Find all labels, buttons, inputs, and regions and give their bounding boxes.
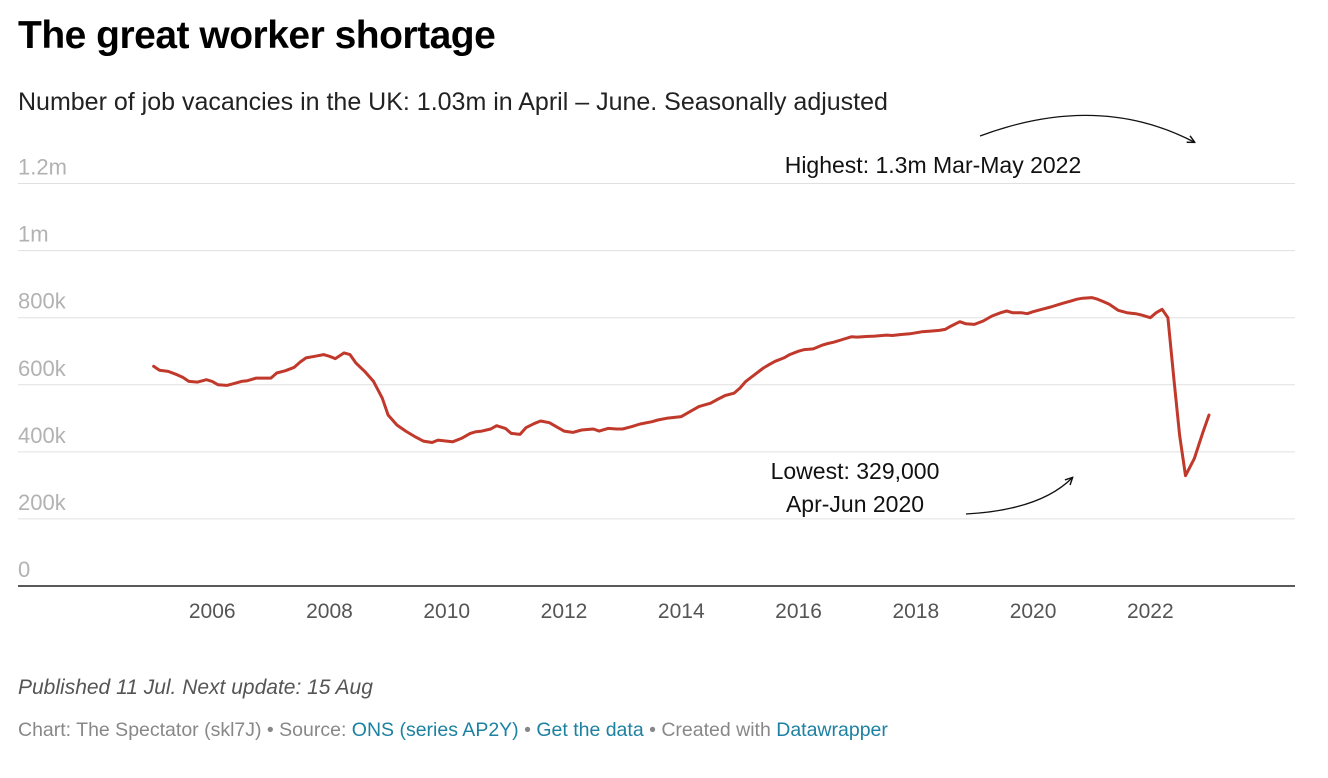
annotation-lowest: Lowest: 329,000 xyxy=(771,458,940,484)
x-tick-label: 2014 xyxy=(658,600,705,623)
y-tick-label: 1.2m xyxy=(18,155,67,180)
y-tick-label: 200k xyxy=(18,490,67,515)
chart-subtitle: Number of job vacancies in the UK: 1.03m… xyxy=(18,88,888,116)
source-label: Source: xyxy=(279,719,347,741)
separator: • xyxy=(266,719,274,741)
annotation-arrow-highest xyxy=(979,114,1194,142)
footer-credits: Chart: The Spectator (skl7J) • Source: O… xyxy=(18,719,888,742)
annotation-layer: Highest: 1.3m Mar-May 2022 Lowest: 329,00… xyxy=(771,114,1194,517)
x-tick-label: 2022 xyxy=(1127,600,1174,623)
y-tick-label: 0 xyxy=(18,557,30,582)
x-tick-label: 2010 xyxy=(423,600,470,623)
source-link[interactable]: ONS (series AP2Y) xyxy=(351,719,519,741)
chart-credit: Chart: The Spectator (skl7J) xyxy=(18,719,262,741)
get-data-link[interactable]: Get the data xyxy=(536,719,644,741)
annotation-arrow-lowest xyxy=(965,478,1072,515)
y-tick-label: 800k xyxy=(18,289,67,314)
series-layer xyxy=(152,296,1211,478)
x-tick-label: 2006 xyxy=(189,600,236,623)
x-tick-label: 2012 xyxy=(541,600,588,623)
annotation-lowest: Apr-Jun 2020 xyxy=(786,491,924,517)
y-axis-ticks: 0 200k 400k 600k 800k 1m 1.2m xyxy=(18,155,67,582)
grid-lines xyxy=(18,183,1295,520)
y-tick-label: 600k xyxy=(18,356,67,381)
series-line-job-vacancies xyxy=(152,296,1211,478)
y-tick-label: 400k xyxy=(18,423,67,448)
y-tick-label: 1m xyxy=(18,222,49,247)
created-with-label: Created with xyxy=(661,719,771,741)
x-tick-label: 2016 xyxy=(775,600,822,623)
publish-note: Published 11 Jul. Next update: 15 Aug xyxy=(18,676,373,699)
separator: • xyxy=(524,719,531,741)
annotation-highest: Highest: 1.3m Mar-May 2022 xyxy=(785,152,1082,178)
line-chart: 0 200k 400k 600k 800k 1m 1.2m 2006 2008 2010 2012… xyxy=(18,114,1295,623)
x-tick-label: 2018 xyxy=(892,600,939,623)
x-axis-ticks: 2006 2008 2010 2012 2014 2016 2018 2020 2022 xyxy=(18,585,1295,623)
x-tick-label: 2020 xyxy=(1010,600,1057,623)
separator: • xyxy=(649,719,656,741)
chart-title: The great worker shortage xyxy=(18,14,496,57)
x-tick-label: 2008 xyxy=(306,600,353,623)
datawrapper-link[interactable]: Datawrapper xyxy=(776,719,888,741)
